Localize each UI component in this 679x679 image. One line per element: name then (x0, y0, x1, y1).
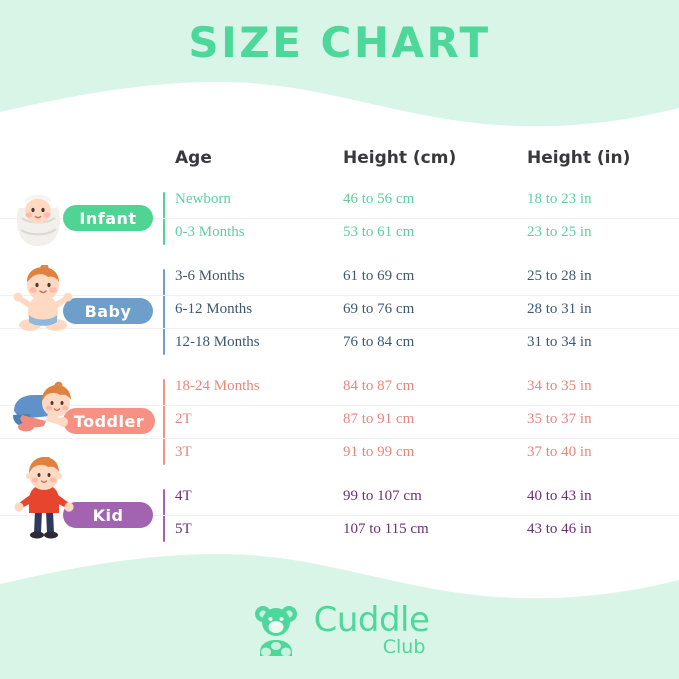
group-badge-toddler[interactable]: Toddler (63, 408, 155, 434)
group-badge-infant[interactable]: Infant (63, 205, 153, 231)
group-badge-label: Toddler (73, 411, 145, 431)
cell-age: 2T (175, 411, 192, 427)
cell-age: 0-3 Months (175, 224, 245, 240)
group-gap (0, 251, 679, 263)
teddy-bear-icon (254, 606, 297, 657)
table-row: Newborn 46 to 56 cm 18 to 23 in (0, 186, 679, 219)
cell-height-cm: 84 to 87 cm (343, 378, 415, 394)
cell-height-cm: 46 to 56 cm (343, 191, 415, 207)
sitting-baby-icon (13, 265, 73, 331)
cell-age: 3T (175, 444, 192, 460)
cell-height-in: 23 to 25 in (527, 224, 592, 240)
brand-logo: Cuddle Club (0, 602, 679, 658)
cell-height-in: 25 to 28 in (527, 268, 592, 284)
table-row: 3T 91 to 99 cm 37 to 40 in (0, 439, 679, 471)
table-header-row: Age Height (cm) Height (in) (0, 148, 679, 186)
cell-height-in: 43 to 46 in (527, 521, 592, 537)
brand-wordmark: Cuddle Club (314, 603, 430, 657)
page-title: SIZE CHART (188, 18, 491, 67)
table-row: 3-6 Months 61 to 69 cm 25 to 28 in (0, 263, 679, 296)
column-header-height-in: Height (in) (527, 148, 631, 168)
group-gap (0, 361, 679, 373)
top-wave-band (0, 0, 679, 127)
column-header-age: Age (175, 148, 212, 168)
brand-name-primary: Cuddle (313, 600, 430, 640)
table-row: 12-18 Months 76 to 84 cm 31 to 34 in (0, 329, 679, 361)
group-kid: 4T 99 to 107 cm 40 to 43 in 5T 107 to 11… (0, 457, 679, 548)
standing-kid-icon (14, 457, 74, 539)
column-header-height-cm: Height (cm) (343, 148, 457, 168)
table-row: 5T 107 to 115 cm 43 to 46 in (0, 516, 679, 548)
cell-age: 6-12 Months (175, 301, 253, 317)
cell-height-in: 34 to 35 in (527, 378, 592, 394)
table-row: 6-12 Months 69 to 76 cm 28 to 31 in (0, 296, 679, 329)
group-badge-kid[interactable]: Kid (63, 502, 153, 528)
brand-name-secondary: Club (382, 636, 426, 658)
cell-height-cm: 87 to 91 cm (343, 411, 415, 427)
group-accent-bar-baby (163, 269, 165, 355)
cell-height-in: 31 to 34 in (527, 334, 592, 350)
group-badge-label: Kid (92, 505, 124, 525)
table-row: 2T 87 to 91 cm 35 to 37 in (0, 406, 679, 439)
table-row: 0-3 Months 53 to 61 cm 23 to 25 in (0, 219, 679, 251)
cell-height-cm: 61 to 69 cm (343, 268, 415, 284)
group-badge-label: Infant (79, 208, 137, 228)
table-row: 18-24 Months 84 to 87 cm 34 to 35 in (0, 373, 679, 406)
swaddled-baby-icon (17, 190, 60, 246)
group-toddler: 18-24 Months 84 to 87 cm 34 to 35 in 2T … (0, 373, 679, 471)
group-badge-label: Baby (84, 301, 132, 321)
group-accent-bar-toddler (163, 379, 165, 465)
cell-height-cm: 99 to 107 cm (343, 488, 422, 504)
cell-height-cm: 91 to 99 cm (343, 444, 415, 460)
group-badge-baby[interactable]: Baby (63, 298, 153, 324)
cell-age: 5T (175, 521, 192, 537)
cell-age: 4T (175, 488, 192, 504)
cell-height-cm: 76 to 84 cm (343, 334, 415, 350)
cell-height-in: 37 to 40 in (527, 444, 592, 460)
cell-height-in: 40 to 43 in (527, 488, 592, 504)
cell-age: 18-24 Months (175, 378, 260, 394)
cell-height-in: 18 to 23 in (527, 191, 592, 207)
cell-age: Newborn (175, 191, 231, 207)
cell-age: 12-18 Months (175, 334, 260, 350)
cell-height-in: 28 to 31 in (527, 301, 592, 317)
size-table: Age Height (cm) Height (in) Newborn 46 t… (0, 148, 679, 548)
group-infant: Newborn 46 to 56 cm 18 to 23 in 0-3 Mont… (0, 186, 679, 251)
table-row: 4T 99 to 107 cm 40 to 43 in (0, 483, 679, 516)
crawling-toddler-icon (13, 381, 71, 432)
cell-height-cm: 69 to 76 cm (343, 301, 415, 317)
bottom-wave-band (0, 554, 679, 679)
cell-height-in: 35 to 37 in (527, 411, 592, 427)
cell-age: 3-6 Months (175, 268, 245, 284)
cell-height-cm: 53 to 61 cm (343, 224, 415, 240)
group-baby: 3-6 Months 61 to 69 cm 25 to 28 in 6-12 … (0, 263, 679, 361)
group-gap (0, 471, 679, 483)
cell-height-cm: 107 to 115 cm (343, 521, 429, 537)
